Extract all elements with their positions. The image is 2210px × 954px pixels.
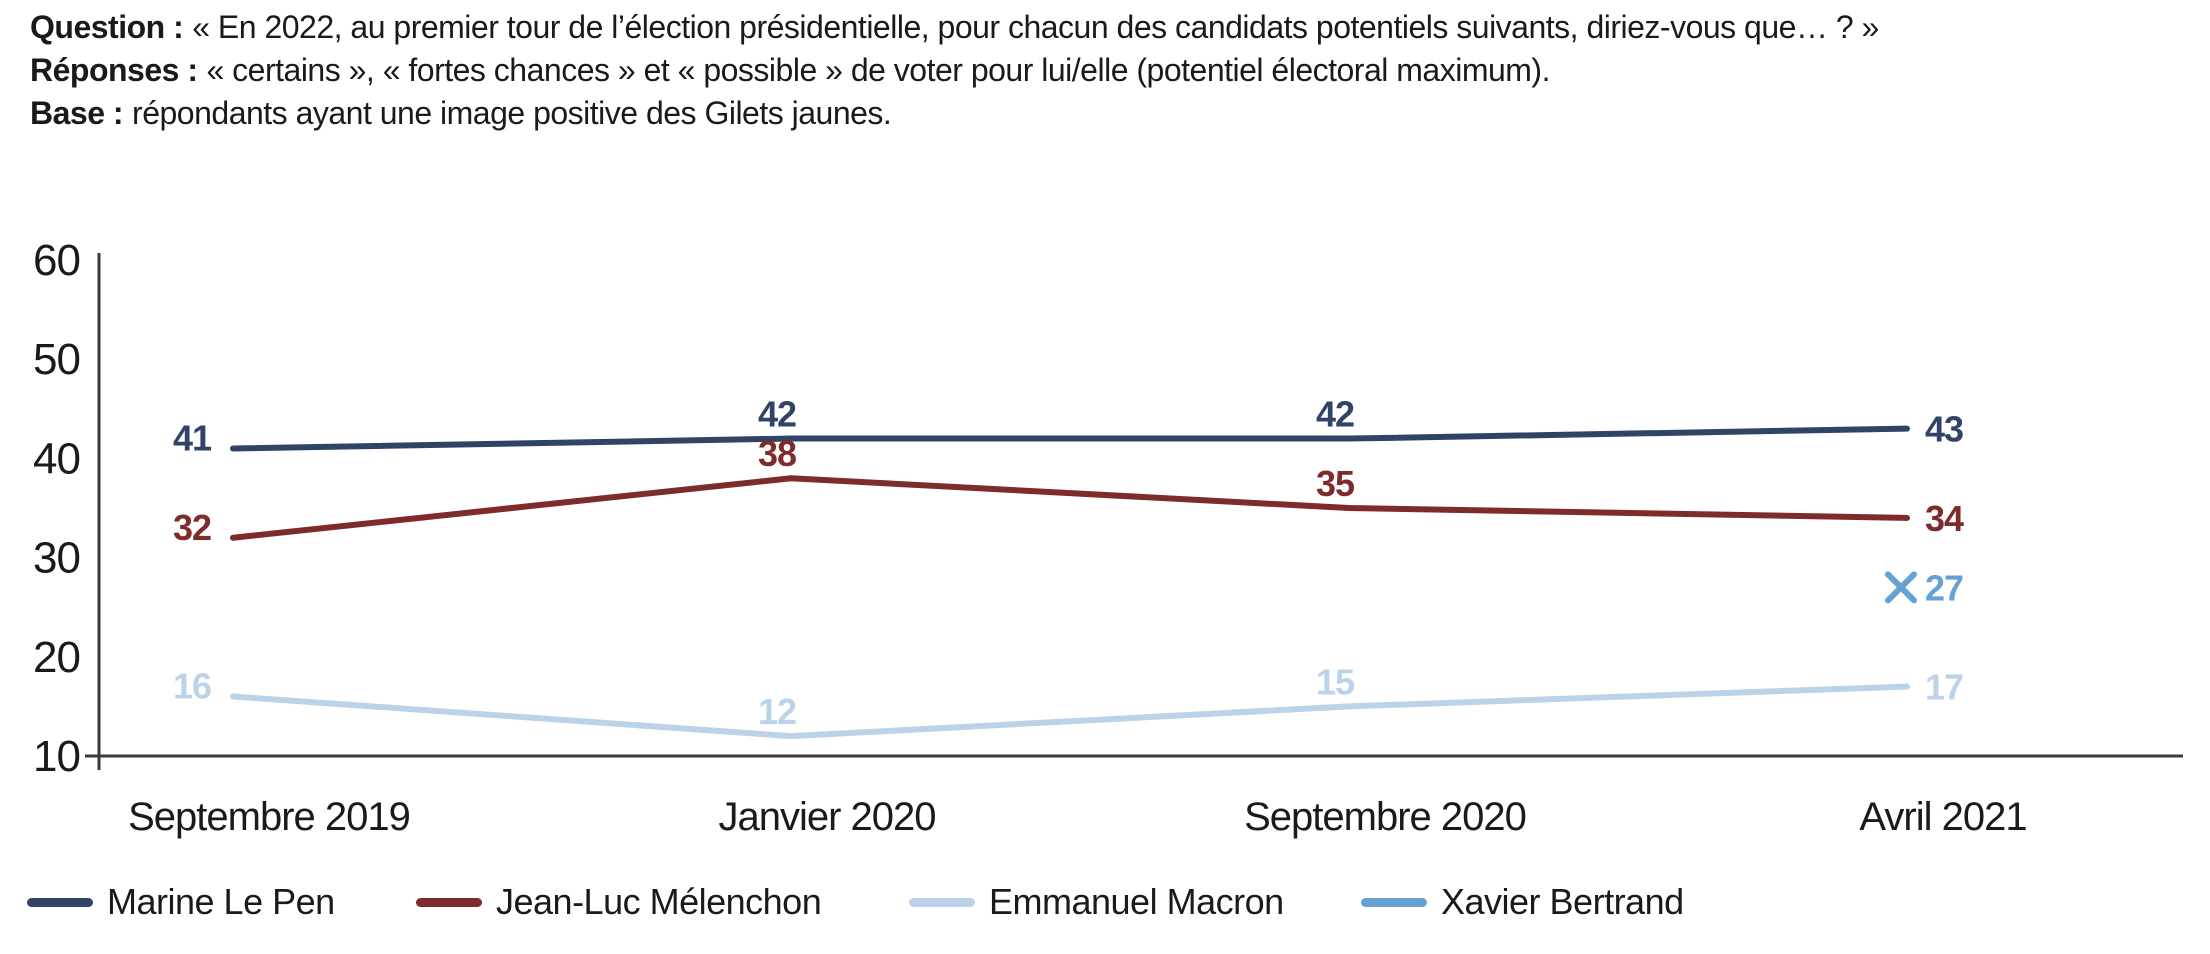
- legend-label: Xavier Bertrand: [1441, 881, 1684, 922]
- x-category-label: Septembre 2019: [128, 795, 410, 839]
- series-line: [230, 425, 1910, 452]
- value-label: 32: [173, 507, 211, 548]
- legend-label: Jean-Luc Mélenchon: [496, 881, 822, 922]
- value-label: 34: [1925, 498, 1964, 539]
- value-label: 35: [1316, 463, 1355, 504]
- y-tick-label: 10: [33, 732, 80, 781]
- legend-label: Marine Le Pen: [107, 881, 335, 922]
- value-label: 17: [1925, 667, 1963, 708]
- y-tick-label: 50: [33, 335, 80, 384]
- legend-swatch-marine-le-pen: [27, 897, 93, 907]
- legend-label: Emmanuel Macron: [989, 881, 1284, 922]
- x-category-label: Septembre 2020: [1244, 795, 1526, 839]
- x-category-label: Avril 2021: [1859, 795, 2026, 839]
- reponses-line: Réponses : « certains », « fortes chances…: [30, 49, 1879, 92]
- value-label: 42: [758, 394, 796, 435]
- chart-header: Question : « En 2022, au premier tour de …: [30, 6, 1879, 135]
- base-text: répondants ayant une image positive des …: [132, 95, 892, 131]
- x-category-label: Janvier 2020: [718, 795, 935, 839]
- x-marker: [1885, 571, 1917, 604]
- value-label: 41: [173, 417, 212, 458]
- base-label: Base :: [30, 95, 124, 131]
- y-tick-label: 20: [33, 633, 80, 682]
- y-tick-label: 60: [33, 236, 80, 285]
- value-label: 38: [758, 433, 796, 474]
- question-text: « En 2022, au premier tour de l’élection…: [192, 9, 1879, 45]
- legend-item-marine-le-pen: Marine Le Pen: [27, 878, 335, 926]
- legend-item-jean-luc-melenchon: Jean-Luc Mélenchon: [416, 878, 822, 926]
- series-line: [230, 475, 1910, 541]
- reponses-text: « certains », « fortes chances » et « po…: [206, 52, 1550, 88]
- value-label: 27: [1925, 567, 1963, 608]
- value-label: 12: [758, 691, 796, 732]
- value-label: 16: [173, 665, 211, 706]
- y-tick-label: 40: [33, 434, 80, 483]
- value-label: 42: [1316, 394, 1354, 435]
- question-line: Question : « En 2022, au premier tour de …: [30, 6, 1879, 49]
- y-tick-label: 30: [33, 534, 80, 583]
- legend-item-emmanuel-macron: Emmanuel Macron: [909, 878, 1284, 926]
- series-line: [230, 683, 1910, 740]
- legend: Marine Le Pen Jean-Luc Mélenchon Emmanue…: [0, 878, 2210, 926]
- legend-item-xavier-bertrand: Xavier Bertrand: [1361, 878, 1684, 926]
- value-label: 15: [1316, 661, 1355, 702]
- value-label: 43: [1925, 409, 1963, 450]
- base-line: Base : répondants ayant une image positiv…: [30, 92, 1879, 135]
- legend-swatch-emmanuel-macron: [909, 897, 975, 907]
- question-label: Question :: [30, 9, 184, 45]
- legend-swatch-jean-luc-melenchon: [416, 897, 482, 907]
- legend-swatch-xavier-bertrand: [1361, 897, 1427, 907]
- reponses-label: Réponses :: [30, 52, 198, 88]
